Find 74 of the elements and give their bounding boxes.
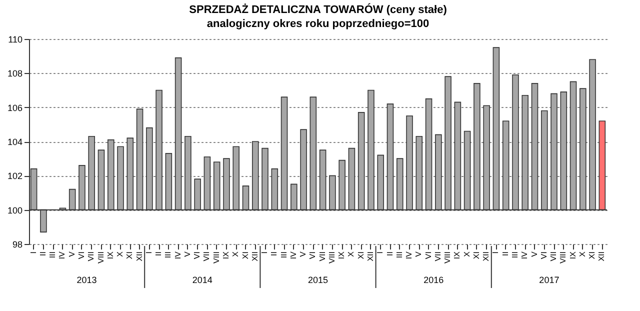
x-tick-label: IX (568, 250, 578, 260)
text: 2014 (192, 275, 212, 285)
x-tick-label: VI (76, 252, 86, 260)
x-tick-label: VI (424, 252, 433, 260)
x-tick-label: XI (240, 252, 250, 260)
x-tick-label: VIII (558, 252, 568, 264)
x-tick-label: V (530, 250, 539, 257)
x-tick-label: III (394, 252, 404, 258)
x-tick-label: XI (472, 252, 481, 260)
x-tick-label: IX (452, 250, 462, 260)
x-tick-label: VI (308, 252, 318, 260)
x-tick-label: II (38, 252, 48, 256)
x-tick-label: VII (86, 252, 96, 262)
x-tick-label: VIII (212, 252, 221, 264)
x-tick-label: X (578, 250, 587, 257)
x-tick-label: VII (318, 252, 327, 262)
x-tick-label: XII (134, 252, 144, 262)
x-tick-label: X (231, 250, 240, 257)
x-tick-label: VII (202, 252, 212, 262)
text: 2017 (539, 275, 560, 285)
x-tick-label: III (164, 252, 173, 258)
text: 2015 (308, 275, 328, 285)
x-tick-label: IV (58, 250, 67, 260)
x-tick-label: XII (366, 252, 375, 262)
text: 2016 (424, 275, 444, 285)
x-tick-label: X (462, 250, 472, 257)
x-tick-label: I (376, 252, 385, 254)
y-tick-label: 102 (7, 171, 22, 182)
x-tick-label: V (182, 250, 192, 257)
x-tick-label: IV (520, 250, 530, 260)
x-tick-label: VI (539, 252, 548, 260)
x-tick-label: VII (433, 252, 442, 262)
x-tick-label: VIII (327, 252, 336, 264)
x-tick-label: II (154, 252, 164, 256)
x-tick-label: XI (125, 252, 134, 260)
x-tick-label: IV (288, 250, 298, 260)
x-tick-label: X (116, 250, 125, 257)
x-tick-label: V (298, 250, 308, 257)
x-tick-label: I (491, 252, 500, 254)
x-tick-label: XII (597, 252, 606, 262)
chart-subtitle: analogiczny okres roku poprzedniego=100 (206, 18, 430, 30)
x-tick-label: VIII (96, 252, 106, 264)
x-tick-label: III (279, 252, 288, 258)
x-tick-label: VII (549, 252, 558, 262)
x-tick-label: XII (482, 252, 491, 262)
chart-title: SPRZEDAŻ DETALICZNA TOWARÓW (ceny stałe) (189, 3, 448, 16)
x-tick-label: VIII (443, 252, 452, 264)
x-tick-label: III (510, 252, 520, 258)
y-tick-label: 110 (8, 34, 22, 44)
x-tick-label: II (500, 252, 510, 256)
x-tick-label: III (48, 252, 58, 258)
x-tick-label: II (270, 252, 279, 256)
y-tick-label: 106 (7, 102, 22, 113)
x-tick-label: I (260, 252, 270, 254)
x-tick-label: V (414, 250, 424, 257)
x-tick-label: XI (356, 252, 366, 260)
y-tick-label: 98 (12, 240, 22, 250)
x-tick-label: X (346, 250, 356, 257)
x-tick-label: XII (250, 252, 260, 262)
x-tick-label: XI (588, 252, 597, 260)
x-tick-label: VI (192, 252, 202, 260)
x-tick-label: IV (173, 250, 182, 260)
x-tick-label: IX (106, 250, 115, 260)
x-tick-label: V (67, 250, 76, 257)
x-tick-label: II (385, 252, 394, 256)
x-tick-label: IX (221, 250, 230, 260)
x-tick-label: IX (337, 250, 346, 260)
x-tick-label: IV (404, 250, 414, 260)
y-tick-label: 108 (7, 68, 22, 79)
y-tick-label: 100 (7, 205, 22, 216)
x-tick-label: I (144, 252, 154, 254)
text: 2013 (76, 275, 97, 285)
y-tick-label: 104 (7, 137, 22, 147)
x-tick-label: I (28, 252, 38, 254)
